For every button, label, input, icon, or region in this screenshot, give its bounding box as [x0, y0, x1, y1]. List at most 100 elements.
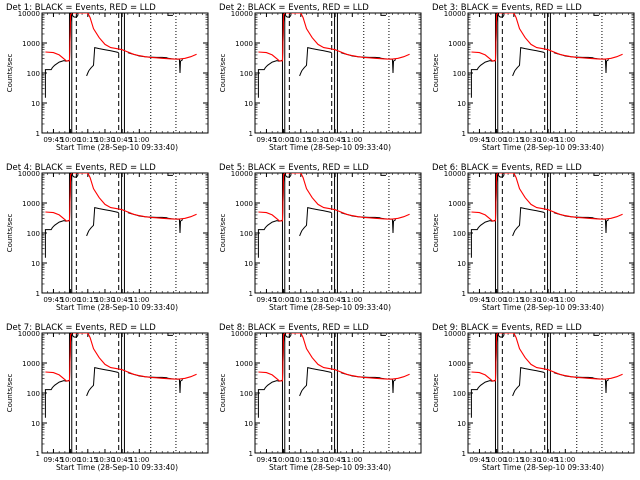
saturation-marker	[380, 13, 386, 16]
x-axis-label: Start Time (28-Sep-10 09:33:40)	[56, 303, 178, 312]
x-tick-label: 10:15	[291, 456, 311, 464]
x-tick-label: 10:30	[308, 296, 328, 304]
x-axis-label: Start Time (28-Sep-10 09:33:40)	[56, 463, 178, 472]
events-series-segment	[86, 46, 119, 77]
y-tick-label: 100	[240, 70, 253, 78]
x-tick-label: 10:00	[487, 296, 507, 304]
x-tick-label: 10:45	[112, 136, 132, 144]
lld-series-line	[45, 173, 197, 222]
x-tick-label: 10:15	[504, 136, 524, 144]
y-tick-label: 10000	[444, 10, 466, 18]
x-tick-label: 10:00	[487, 456, 507, 464]
plot-frame	[467, 172, 635, 294]
y-tick-label: 10	[31, 420, 40, 428]
x-tick-label: 11:00	[129, 136, 149, 144]
chart-title: Det 3: BLACK = Events, RED = LLD	[432, 3, 582, 13]
y-tick-label: 1	[36, 130, 40, 138]
x-tick-label: 09:45	[469, 296, 489, 304]
x-tick-label: 10:45	[325, 456, 345, 464]
chart-title: Det 6: BLACK = Events, RED = LLD	[432, 163, 582, 173]
y-tick-label: 10000	[231, 170, 253, 178]
x-tick-label: 09:45	[469, 456, 489, 464]
events-series-segment	[299, 206, 332, 237]
y-tick-label: 100	[453, 390, 466, 398]
x-axis-label: Start Time (28-Sep-10 09:33:40)	[482, 463, 604, 472]
plot-area	[44, 173, 197, 293]
y-tick-label: 1	[249, 290, 253, 298]
y-axis-label: Counts/sec	[6, 374, 14, 413]
y-tick-label: 1000	[448, 360, 466, 368]
x-tick-label: 10:00	[61, 136, 81, 144]
y-tick-label: 10	[31, 100, 40, 108]
y-tick-label: 10	[457, 260, 466, 268]
events-series-segment	[86, 206, 119, 237]
y-axis-label: Counts/sec	[432, 54, 440, 93]
x-axis-label: Start Time (28-Sep-10 09:33:40)	[269, 303, 391, 312]
y-axis-label: Counts/sec	[219, 54, 227, 93]
saturation-marker	[497, 173, 505, 178]
x-tick-label: 10:30	[95, 296, 115, 304]
plot-frame	[41, 12, 209, 134]
x-tick-label: 10:15	[78, 296, 98, 304]
x-tick-label: 10:45	[538, 456, 558, 464]
events-series-segment	[391, 219, 397, 234]
x-tick-label: 10:15	[504, 456, 524, 464]
events-series-segment	[512, 46, 545, 77]
x-tick-label: 10:15	[291, 296, 311, 304]
plot-area	[257, 173, 410, 293]
y-axis-label: Counts/sec	[6, 54, 14, 93]
x-tick-label: 10:45	[325, 296, 345, 304]
plot-area	[44, 13, 197, 133]
y-tick-label: 10	[244, 260, 253, 268]
events-series-segment	[512, 366, 545, 397]
x-tick-label: 10:45	[538, 296, 558, 304]
y-tick-label: 100	[453, 230, 466, 238]
chart-svg: 1 10 100 1000 10000 09:4510:0010:1510:3010:45…	[432, 323, 635, 472]
y-axis-label: Counts/sec	[432, 374, 440, 413]
x-axis-label: Start Time (28-Sep-10 09:33:40)	[269, 463, 391, 472]
x-tick-label: 09:45	[43, 456, 63, 464]
x-tick-label: 10:30	[521, 136, 541, 144]
lld-series-line	[258, 333, 410, 382]
y-tick-label: 1	[36, 290, 40, 298]
events-series-segment	[299, 366, 332, 397]
x-tick-label: 10:45	[538, 136, 558, 144]
y-axis-label: Counts/sec	[6, 214, 14, 253]
lld-series-line	[45, 13, 197, 62]
chart-svg: 1 10 100 1000 10000 09:4510:0010:1510:3010:45…	[432, 163, 635, 312]
x-tick-label: 10:30	[308, 456, 328, 464]
plot-area	[470, 173, 623, 293]
saturation-marker	[593, 173, 599, 176]
detector-panel-7: 1 10 100 1000 10000 09:45 10:00 10:15 10:30 10:45…	[0, 320, 213, 480]
y-tick-label: 10	[457, 100, 466, 108]
saturation-marker	[284, 13, 292, 18]
x-tick-label: 09:45	[43, 296, 63, 304]
y-tick-label: 10	[457, 420, 466, 428]
x-tick-label: 09:45	[469, 136, 489, 144]
events-series-segment	[512, 206, 545, 237]
x-axis-label: Start Time (28-Sep-10 09:33:40)	[482, 303, 604, 312]
x-tick-label: 10:00	[487, 136, 507, 144]
detector-panel-1: 1 10 100 1000 10000 09:45 10:00 10:15 10:30 10:45…	[0, 0, 213, 160]
y-tick-label: 10	[244, 420, 253, 428]
plot-area	[470, 333, 623, 453]
saturation-marker	[593, 333, 599, 336]
events-series-segment	[604, 219, 610, 234]
chart-title: Det 2: BLACK = Events, RED = LLD	[219, 3, 369, 13]
saturation-marker	[380, 173, 386, 176]
saturation-marker	[71, 173, 79, 178]
lld-series-line	[471, 13, 623, 62]
events-series-segment	[178, 59, 184, 74]
detector-panel-6: 1 10 100 1000 10000 09:45 10:00 10:15 10:30 10:45…	[426, 160, 639, 320]
chart-title: Det 5: BLACK = Events, RED = LLD	[219, 163, 369, 173]
x-tick-label: 10:00	[61, 296, 81, 304]
x-tick-label: 10:15	[291, 136, 311, 144]
saturation-marker	[284, 333, 292, 338]
plot-frame	[467, 332, 635, 454]
y-tick-label: 1000	[22, 200, 40, 208]
y-tick-label: 100	[453, 70, 466, 78]
x-axis-label: Start Time (28-Sep-10 09:33:40)	[269, 143, 391, 152]
x-tick-label: 10:30	[95, 136, 115, 144]
x-tick-label: 10:30	[308, 136, 328, 144]
